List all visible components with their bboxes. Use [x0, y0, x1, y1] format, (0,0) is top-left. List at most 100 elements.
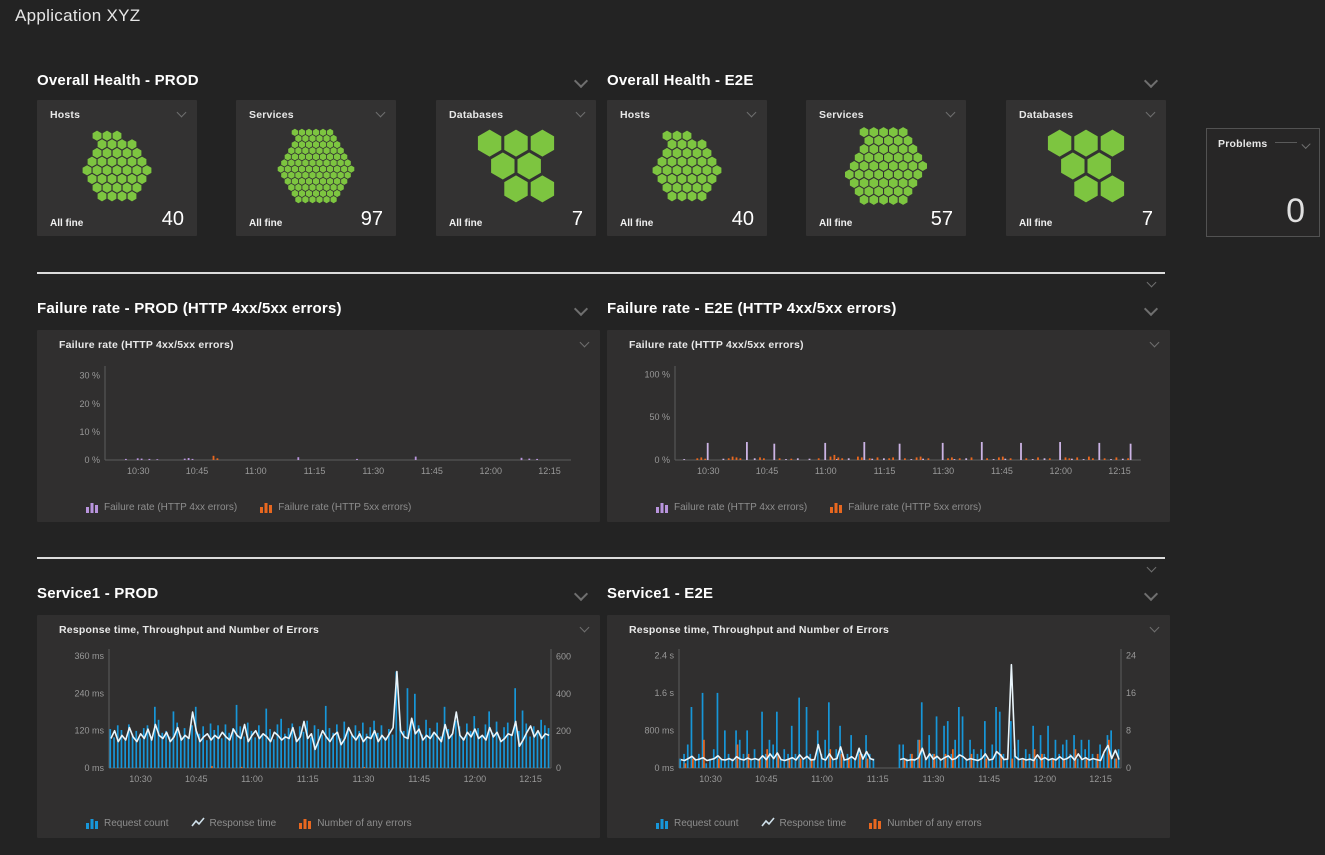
status-text: All fine	[249, 218, 282, 229]
chevron-down-icon[interactable]	[580, 623, 590, 633]
chevron-down-icon[interactable]	[1146, 108, 1156, 118]
section-title-service1-e2e: Service1 - E2E	[607, 585, 713, 602]
chevron-down-icon[interactable]	[580, 338, 590, 348]
svg-text:240 ms: 240 ms	[74, 688, 104, 698]
health-tile-services-prod[interactable]: Services All fine 97	[236, 100, 396, 236]
chart-legend: Request count Response time Number of any …	[655, 817, 982, 829]
chevron-down-icon[interactable]	[747, 108, 757, 118]
chevron-down-icon[interactable]	[1150, 623, 1160, 633]
legend-item[interactable]: Number of any errors	[868, 817, 981, 829]
legend-item[interactable]: Number of any errors	[298, 817, 411, 829]
tile-title: Databases	[1019, 109, 1073, 121]
chart-tile-failure-prod[interactable]: Failure rate (HTTP 4xx/5xx errors) 0 %10…	[37, 330, 600, 522]
problems-tile[interactable]: Problems 0	[1206, 128, 1320, 237]
entity-count: 40	[732, 209, 754, 229]
svg-text:12:15: 12:15	[1089, 774, 1112, 784]
svg-text:11:30: 11:30	[362, 466, 384, 476]
chevron-down-icon[interactable]	[177, 108, 187, 118]
chart-legend: Failure rate (HTTP 4xx errors) Failure ra…	[655, 501, 981, 513]
chevron-down-icon[interactable]	[946, 108, 956, 118]
svg-text:11:00: 11:00	[811, 774, 833, 784]
chart-tile-service1-e2e[interactable]: Response time, Throughput and Number of …	[607, 615, 1170, 838]
chart-tile-failure-e2e[interactable]: Failure rate (HTTP 4xx/5xx errors) 0 %50…	[607, 330, 1170, 522]
svg-text:10:30: 10:30	[697, 466, 720, 476]
status-text: All fine	[819, 218, 852, 229]
legend-item[interactable]: Request count	[655, 817, 739, 829]
svg-text:20 %: 20 %	[79, 399, 100, 409]
tile-title: Services	[249, 109, 294, 121]
health-tile-services-e2e[interactable]: Services All fine 57	[806, 100, 966, 236]
legend-item[interactable]: Failure rate (HTTP 5xx errors)	[829, 501, 981, 513]
legend-item[interactable]: Request count	[85, 817, 169, 829]
svg-text:16: 16	[1126, 688, 1136, 698]
chart-title: Response time, Throughput and Number of …	[629, 624, 889, 636]
svg-text:100 %: 100 %	[644, 369, 670, 379]
tile-title: Databases	[449, 109, 503, 121]
trend-placeholder	[1275, 142, 1296, 143]
svg-text:30 %: 30 %	[79, 371, 100, 381]
svg-text:50 %: 50 %	[649, 412, 670, 422]
chart-legend: Failure rate (HTTP 4xx errors) Failure ra…	[85, 501, 411, 513]
svg-text:11:45: 11:45	[421, 466, 443, 476]
svg-text:800 ms: 800 ms	[644, 725, 674, 735]
svg-text:360 ms: 360 ms	[74, 651, 104, 661]
chart-title: Failure rate (HTTP 4xx/5xx errors)	[59, 339, 234, 351]
entity-count: 7	[1142, 209, 1153, 229]
legend-item[interactable]: Failure rate (HTTP 5xx errors)	[259, 501, 411, 513]
svg-text:10 %: 10 %	[79, 427, 100, 437]
svg-text:11:15: 11:15	[867, 774, 889, 784]
svg-text:10:45: 10:45	[756, 466, 779, 476]
honeycomb-chart	[1006, 124, 1166, 208]
chevron-down-icon[interactable]	[1144, 74, 1158, 88]
chart-tile-service1-prod[interactable]: Response time, Throughput and Number of …	[37, 615, 600, 838]
chevron-down-icon[interactable]	[1150, 338, 1160, 348]
honeycomb-chart	[806, 124, 966, 208]
section-divider	[37, 557, 1165, 559]
chevron-down-icon[interactable]	[574, 302, 588, 316]
section-divider	[37, 272, 1165, 274]
svg-text:2.4 s: 2.4 s	[654, 650, 674, 660]
section-collapse-chevron[interactable]	[1147, 278, 1157, 288]
svg-text:12:15: 12:15	[538, 466, 561, 476]
entity-count: 40	[162, 209, 184, 229]
svg-text:11:00: 11:00	[241, 774, 263, 784]
legend-item[interactable]: Failure rate (HTTP 4xx errors)	[85, 501, 237, 513]
chevron-down-icon[interactable]	[574, 587, 588, 601]
chevron-down-icon[interactable]	[1144, 302, 1158, 316]
chart-title: Failure rate (HTTP 4xx/5xx errors)	[629, 339, 804, 351]
chevron-down-icon[interactable]	[576, 108, 586, 118]
chevron-down-icon[interactable]	[376, 108, 386, 118]
svg-text:11:45: 11:45	[991, 466, 1013, 476]
svg-text:400: 400	[556, 689, 571, 699]
section-title-service1-prod: Service1 - PROD	[37, 585, 158, 602]
entity-count: 57	[931, 209, 953, 229]
legend-item[interactable]: Response time	[761, 817, 847, 829]
section-collapse-chevron[interactable]	[1147, 563, 1157, 573]
chevron-down-icon[interactable]	[1301, 139, 1310, 148]
svg-text:11:15: 11:15	[297, 774, 319, 784]
svg-text:12:00: 12:00	[464, 774, 487, 784]
svg-text:0: 0	[1126, 763, 1131, 773]
health-tile-databases-e2e[interactable]: Databases All fine 7	[1006, 100, 1166, 236]
svg-text:200: 200	[556, 726, 571, 736]
health-tile-hosts-prod[interactable]: Hosts All fine 40	[37, 100, 197, 236]
chevron-down-icon[interactable]	[1144, 587, 1158, 601]
entity-count: 97	[361, 209, 383, 229]
chevron-down-icon[interactable]	[574, 74, 588, 88]
tile-title: Services	[819, 109, 864, 121]
svg-text:11:30: 11:30	[352, 774, 374, 784]
health-tile-databases-prod[interactable]: Databases All fine 7	[436, 100, 596, 236]
honeycomb-chart	[607, 124, 767, 208]
svg-text:1.6 s: 1.6 s	[654, 688, 674, 698]
health-tile-hosts-e2e[interactable]: Hosts All fine 40	[607, 100, 767, 236]
svg-text:11:00: 11:00	[245, 466, 267, 476]
honeycomb-chart	[236, 124, 396, 208]
section-title-overall-health-e2e: Overall Health - E2E	[607, 72, 754, 89]
problems-count: 0	[1286, 194, 1305, 228]
tile-title: Hosts	[50, 109, 80, 121]
section-title-overall-health-prod: Overall Health - PROD	[37, 72, 199, 89]
legend-item[interactable]: Failure rate (HTTP 4xx errors)	[655, 501, 807, 513]
legend-item[interactable]: Response time	[191, 817, 277, 829]
status-text: All fine	[620, 218, 653, 229]
svg-text:11:15: 11:15	[304, 466, 326, 476]
